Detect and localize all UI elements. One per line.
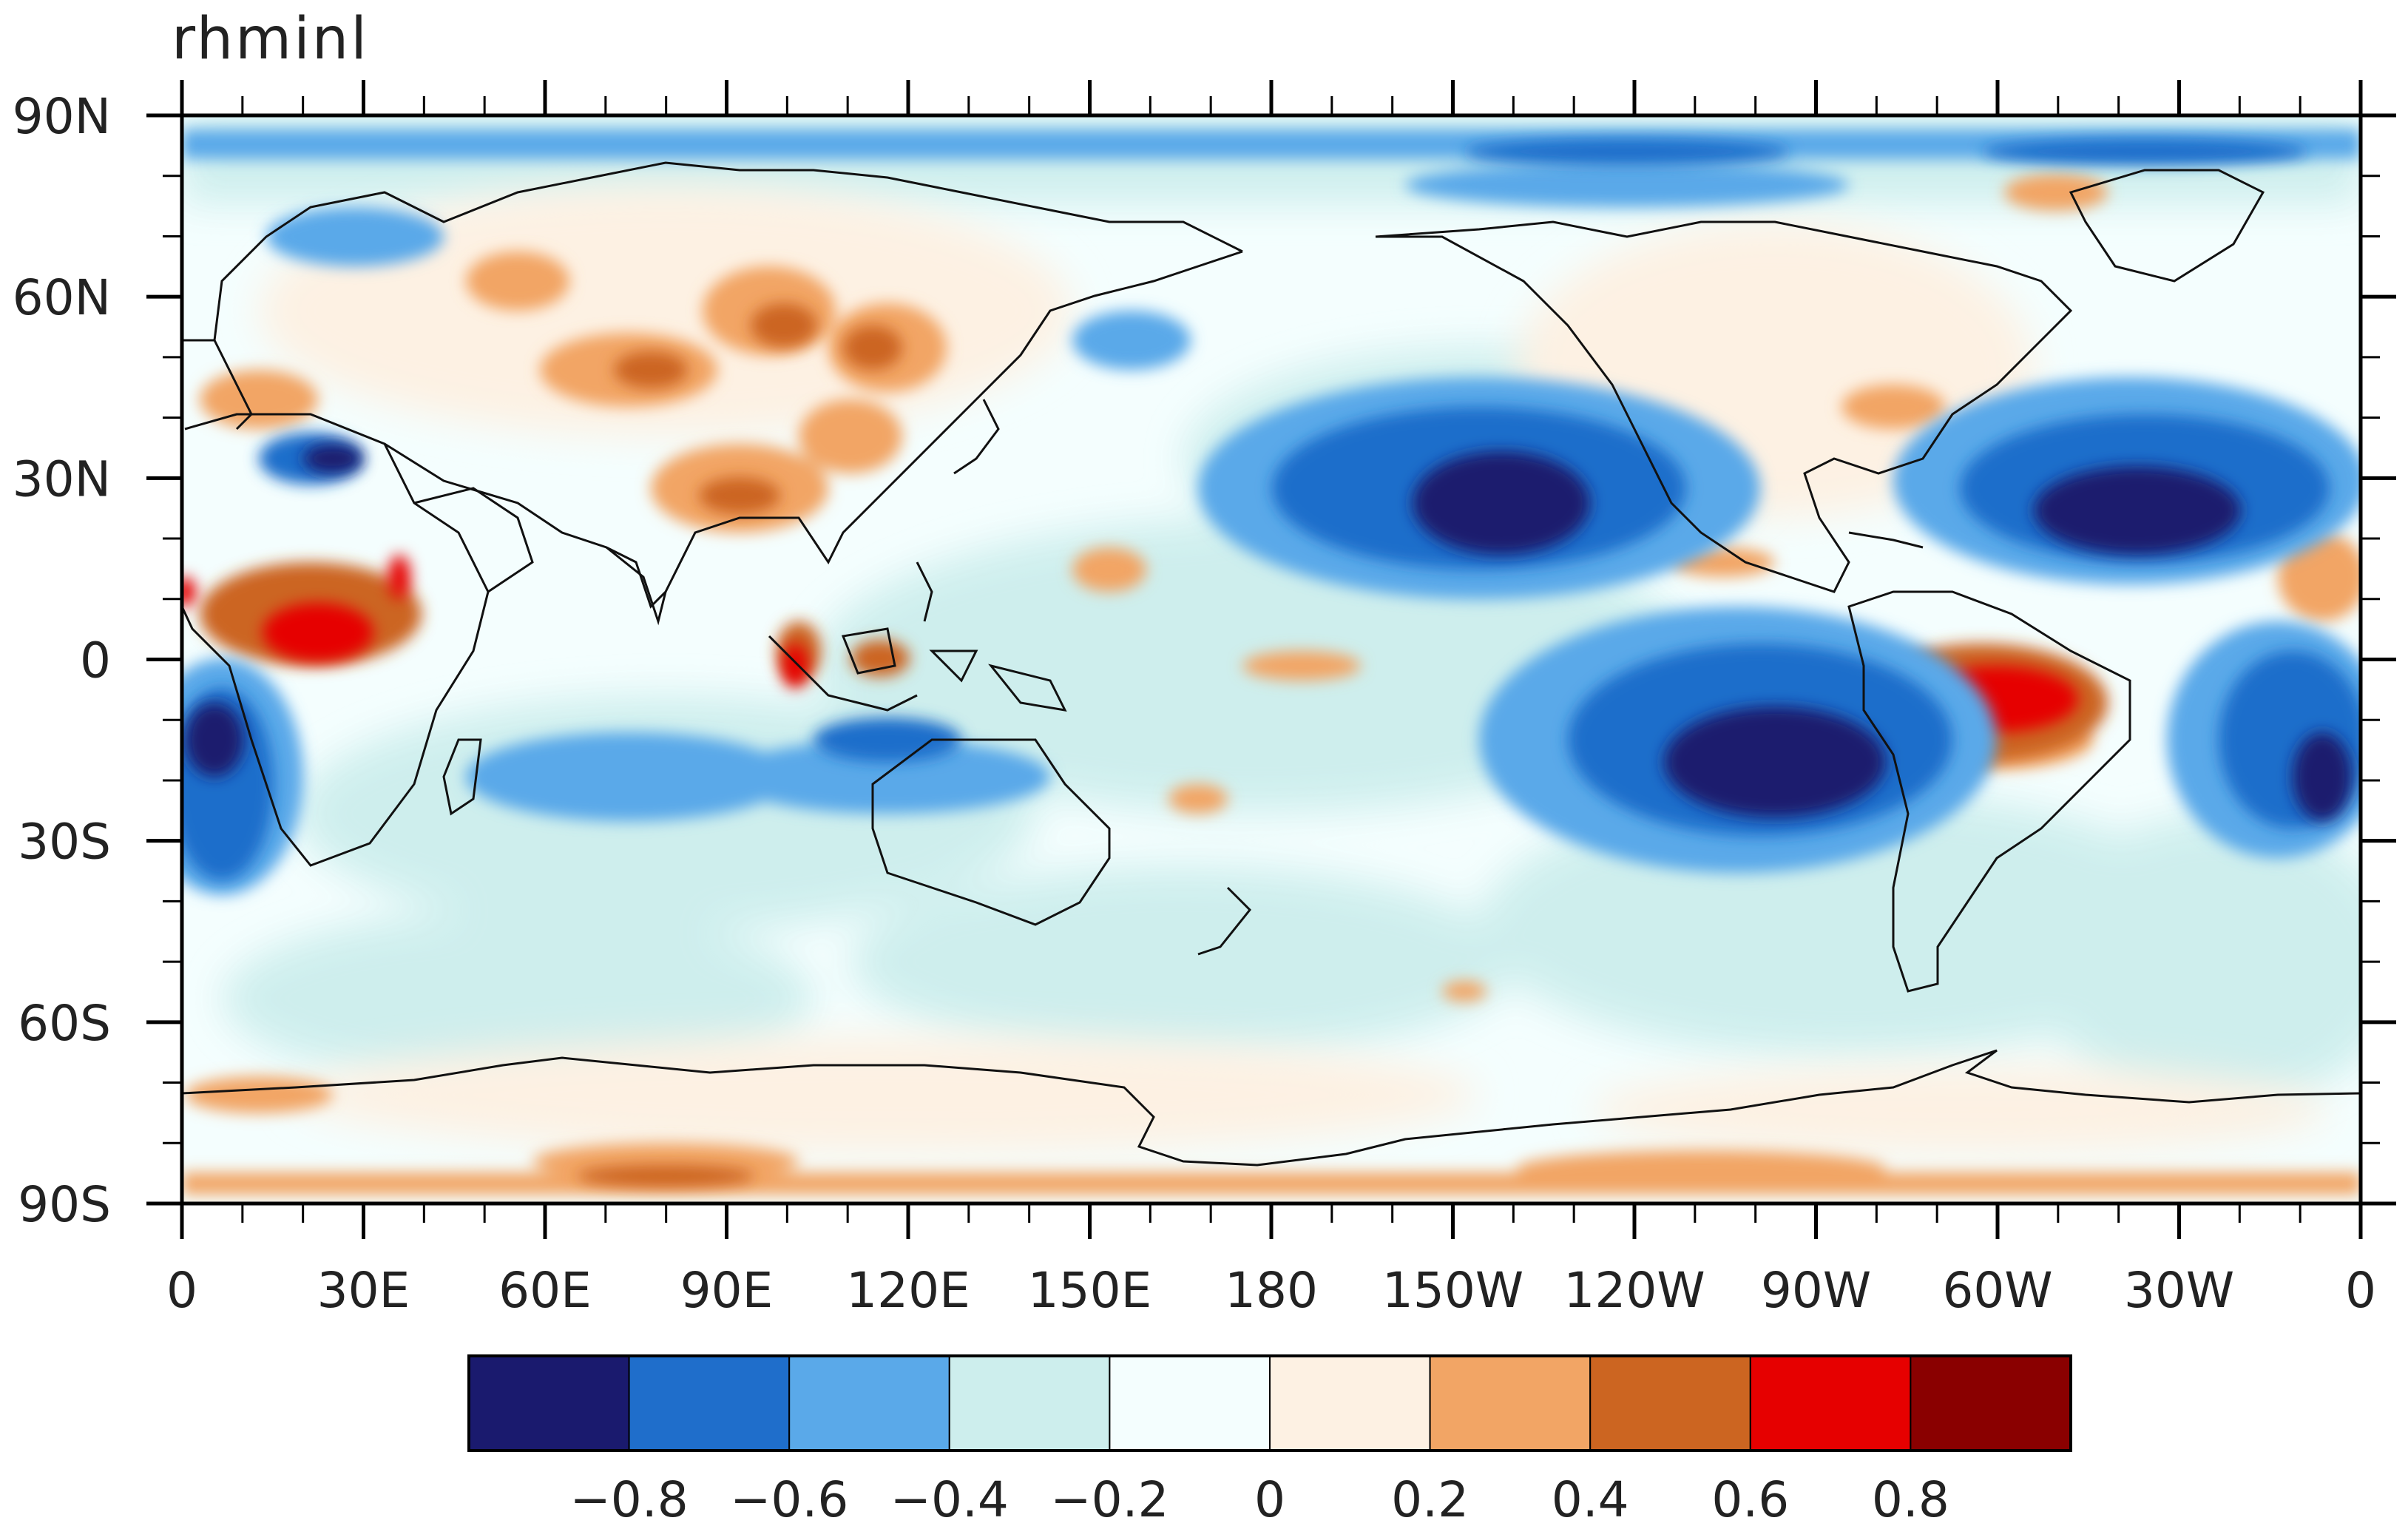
colorbar-swatch	[1910, 1355, 2072, 1451]
x-tick-label: 150W	[1382, 1262, 1523, 1319]
colorbar-swatch	[1589, 1355, 1751, 1451]
plot-title: rhminl	[172, 6, 369, 72]
y-axis-labels: 90N 60N 30N 0 30S 60S 90S	[13, 88, 111, 1233]
colorbar-tick-label: −0.6	[730, 1471, 848, 1528]
colorbar-tick-label: 0.6	[1711, 1471, 1789, 1528]
colorbar-tick-label: 0	[1254, 1471, 1285, 1528]
colorbar-tick-label: −0.2	[1050, 1471, 1169, 1528]
colorbar-swatch	[1109, 1355, 1271, 1451]
x-tick-label: 90E	[680, 1262, 774, 1319]
x-tick-label: 30W	[2124, 1262, 2234, 1319]
y-tick-label: 0	[80, 632, 111, 689]
y-tick-label: 60S	[18, 995, 111, 1052]
colorbar-frame	[467, 1354, 2072, 1452]
x-tick-label: 150E	[1028, 1262, 1152, 1319]
y-tick-label: 60N	[13, 269, 111, 326]
colorbar-swatch	[948, 1355, 1111, 1451]
coastlines	[182, 161, 2361, 1167]
field-light-positive	[259, 185, 2330, 1154]
y-tick-label: 90S	[18, 1176, 111, 1233]
colorbar-tick-label: −0.4	[890, 1471, 1009, 1528]
colorbar-tick-label: 0.8	[1872, 1471, 1949, 1528]
y-tick-label: 90N	[13, 88, 111, 145]
x-tick-label: 60E	[498, 1262, 592, 1319]
x-tick-label: 120W	[1563, 1262, 1705, 1319]
x-tick-label: 120E	[846, 1262, 970, 1319]
x-tick-label: 0	[2345, 1262, 2376, 1319]
colorbar-labels: −0.8 −0.6 −0.4 −0.2 0 0.2 0.4 0.6 0.8	[569, 1471, 1949, 1528]
colorbar-swatch	[1269, 1355, 1431, 1451]
colorbar-swatch	[468, 1355, 630, 1451]
colorbar-swatch	[788, 1355, 950, 1451]
x-tick-label: 90W	[1761, 1262, 1871, 1319]
map-plot-area	[182, 115, 2361, 1204]
x-tick-label: 180	[1225, 1262, 1318, 1319]
x-tick-label: 0	[166, 1262, 197, 1319]
colorbar-swatch	[628, 1355, 791, 1451]
x-tick-label: 30E	[317, 1262, 410, 1319]
field-dark-navy	[185, 444, 2352, 821]
colorbar-swatch	[1429, 1355, 1592, 1451]
axis-ticks	[146, 80, 2396, 1239]
colorbar-tick-label: 0.2	[1391, 1471, 1469, 1528]
colorbar-tick-label: −0.8	[569, 1471, 688, 1528]
colorbar-swatch	[1749, 1355, 1912, 1451]
y-tick-label: 30S	[18, 814, 111, 871]
x-tick-label: 60W	[1942, 1262, 2052, 1319]
x-axis-labels: 0 30E 60E 90E 120E 150E 180 150W 120W 90W 60W 30W 0	[166, 1262, 2376, 1319]
y-tick-label: 30N	[13, 450, 111, 507]
colorbar	[467, 1354, 2072, 1452]
colorbar-tick-label: 0.4	[1552, 1471, 1629, 1528]
